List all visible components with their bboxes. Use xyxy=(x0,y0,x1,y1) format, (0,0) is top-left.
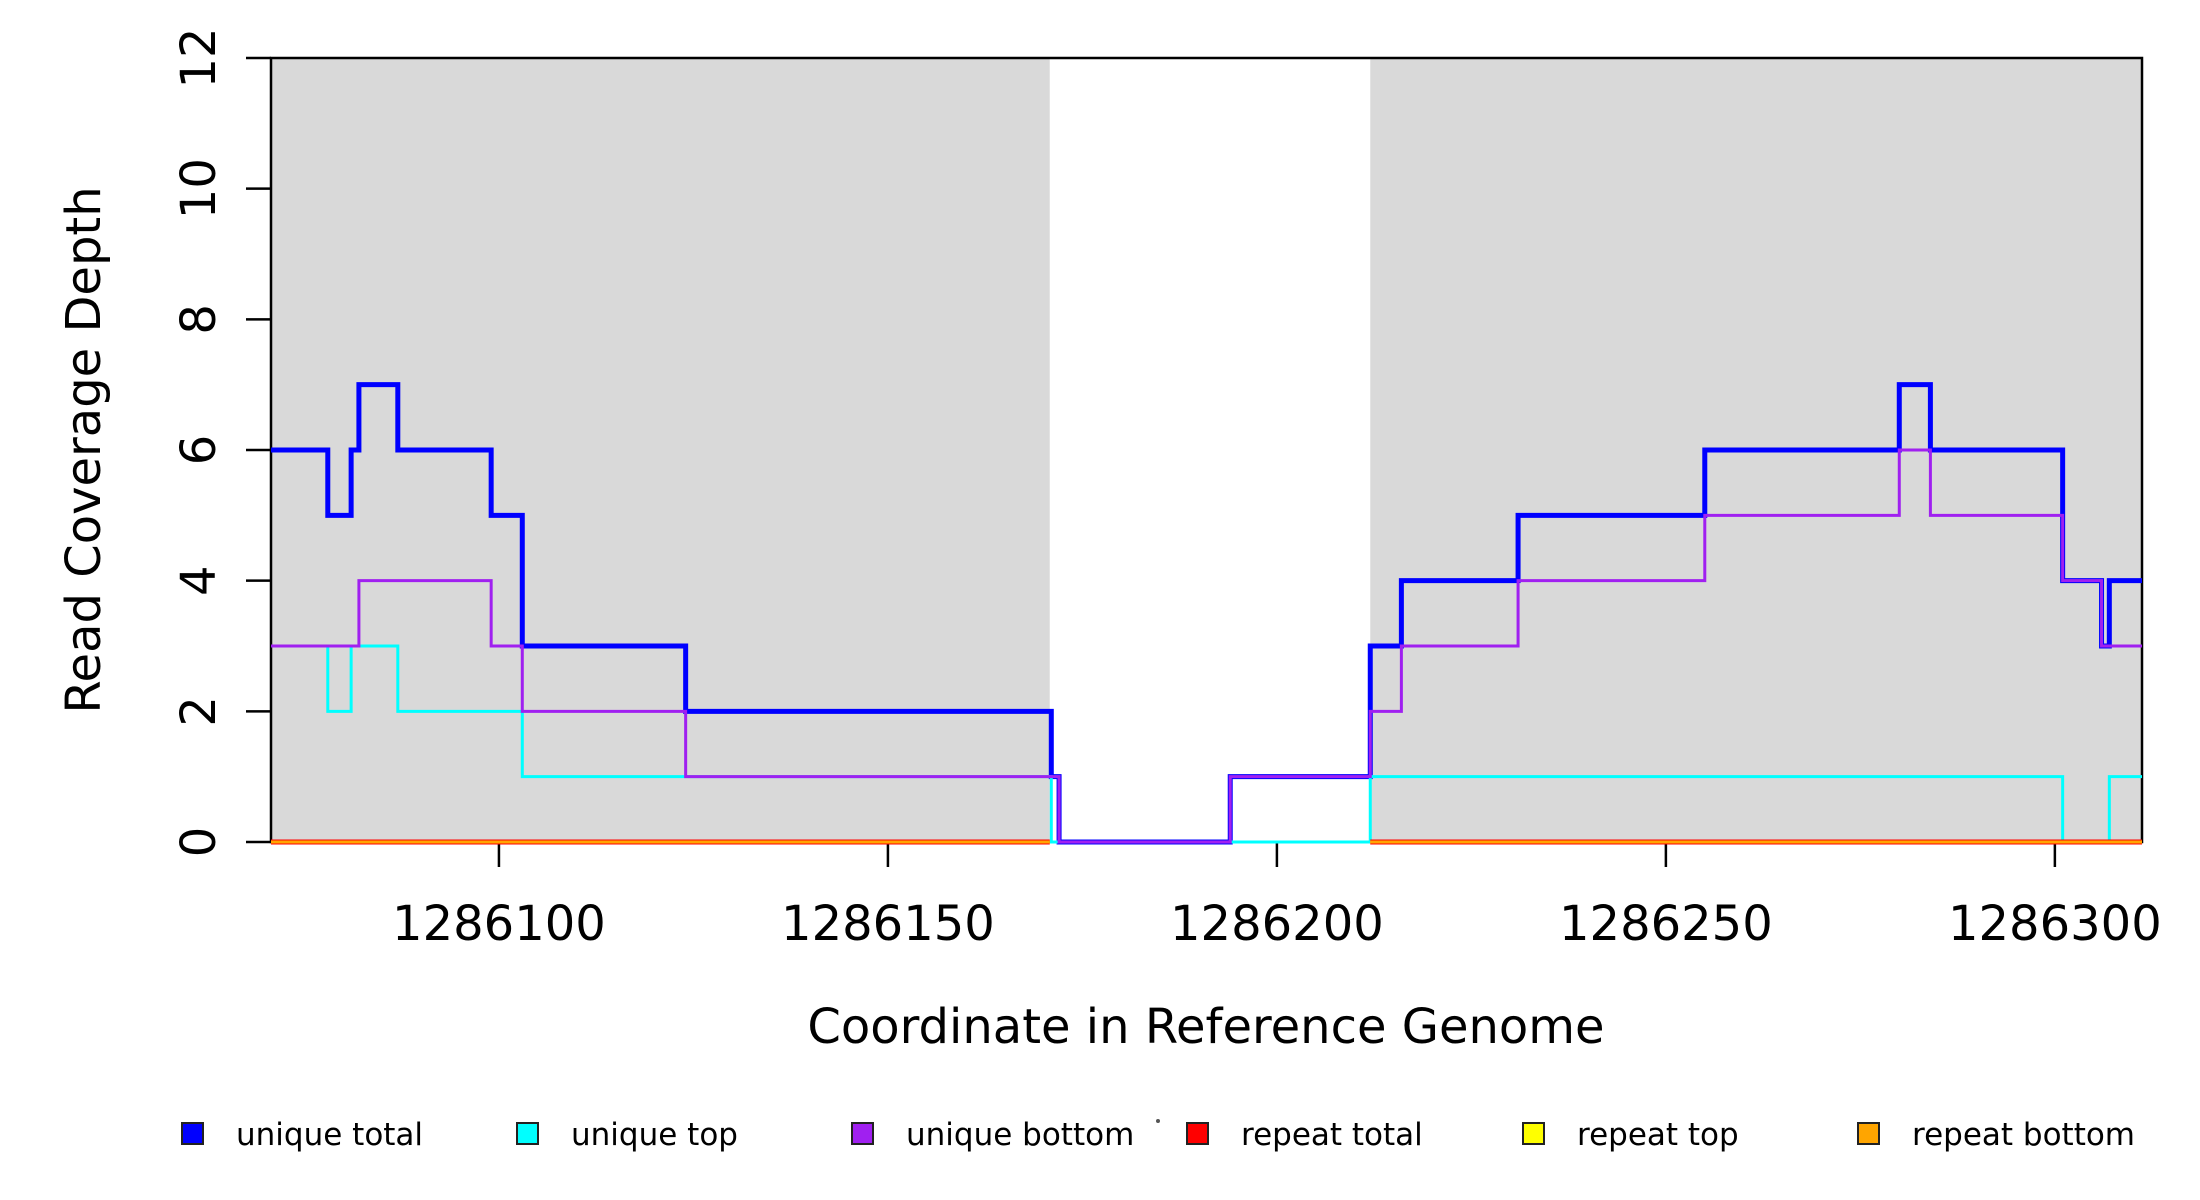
axes-layer: 1286100 1286150 1286200 1286250 1286300 0 2 4 6 8… xyxy=(171,27,2162,952)
legend-item-repeat-bottom: repeat bottom xyxy=(1857,1117,2135,1153)
y-tick-label: 12 xyxy=(171,27,227,88)
unique-region-left xyxy=(271,58,1050,842)
legend-item-unique-bottom: unique bottom xyxy=(851,1117,1134,1153)
y-tick-label: 2 xyxy=(171,696,227,727)
stray-mark-dot xyxy=(1156,1119,1160,1123)
legend-swatch xyxy=(1522,1122,1545,1145)
legend-swatch xyxy=(1857,1122,1880,1145)
x-tick-label: 1286100 xyxy=(392,896,606,952)
legend-label: unique total xyxy=(236,1117,423,1153)
series-layer xyxy=(271,382,2142,845)
legend-label: repeat total xyxy=(1241,1117,1423,1153)
legend-item-unique-total: unique total xyxy=(181,1117,423,1153)
legend-label: repeat bottom xyxy=(1912,1117,2135,1153)
y-tick-label: 0 xyxy=(171,827,227,858)
x-tick-label: 1286300 xyxy=(1948,896,2162,952)
legend-swatch xyxy=(851,1122,874,1145)
legend-item-unique-top: unique top xyxy=(516,1117,738,1153)
y-tick-label: 6 xyxy=(171,435,227,466)
x-axis-title: Coordinate in Reference Genome xyxy=(807,999,1604,1055)
legend-swatch xyxy=(516,1122,539,1145)
y-axis-title: Read Coverage Depth xyxy=(56,186,112,713)
y-tick-label: 10 xyxy=(171,158,227,219)
legend-swatch xyxy=(1186,1122,1209,1145)
y-tick-label: 8 xyxy=(171,304,227,335)
x-tick-label: 1286200 xyxy=(1170,896,1384,952)
legend-layer: unique total unique top unique bottom repea… xyxy=(181,1117,2135,1153)
legend-item-repeat-total: repeat total xyxy=(1186,1117,1423,1153)
y-tick-label: 4 xyxy=(171,565,227,596)
x-tick-label: 1286150 xyxy=(781,896,995,952)
legend-label: unique top xyxy=(571,1117,738,1153)
legend-label: repeat top xyxy=(1577,1117,1739,1153)
legend-item-repeat-top: repeat top xyxy=(1522,1117,1739,1153)
series-line-unique-bottom xyxy=(271,448,2142,844)
legend-label: unique bottom xyxy=(906,1117,1134,1153)
legend-swatch xyxy=(181,1122,204,1145)
x-tick-label: 1286250 xyxy=(1559,896,1773,952)
